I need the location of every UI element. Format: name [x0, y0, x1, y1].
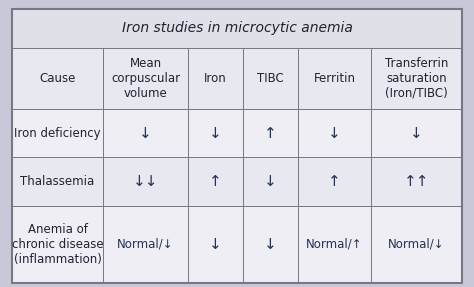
Bar [188, 48, 243, 109]
Bar [12, 157, 103, 206]
Text: Normal/↓: Normal/↓ [117, 238, 174, 251]
Text: ↑: ↑ [209, 174, 222, 189]
Text: Normal/↓: Normal/↓ [388, 238, 445, 251]
Text: ↓: ↓ [328, 126, 341, 141]
Bar [12, 48, 103, 109]
Text: Transferrin
saturation
(Iron/TIBC): Transferrin saturation (Iron/TIBC) [385, 57, 448, 100]
Text: ↑: ↑ [264, 126, 277, 141]
Bar [371, 206, 462, 283]
Bar [103, 206, 188, 283]
Text: Anemia of
chronic disease
(inflammation): Anemia of chronic disease (inflammation) [12, 223, 103, 266]
Text: TIBC: TIBC [257, 72, 284, 85]
Bar [103, 109, 188, 157]
Bar [243, 157, 299, 206]
Text: ↓: ↓ [410, 126, 423, 141]
Text: ↓: ↓ [209, 126, 222, 141]
Bar [103, 157, 188, 206]
Text: ↓↓: ↓↓ [133, 174, 158, 189]
Bar [243, 109, 299, 157]
Bar [188, 206, 243, 283]
Text: Ferritin: Ferritin [313, 72, 356, 85]
Bar [299, 48, 371, 109]
Text: ↓: ↓ [139, 126, 152, 141]
Text: Cause: Cause [39, 72, 76, 85]
Text: Iron: Iron [204, 72, 227, 85]
Text: Iron deficiency: Iron deficiency [14, 127, 101, 139]
Text: Mean
corpuscular
volume: Mean corpuscular volume [111, 57, 180, 100]
Bar [299, 157, 371, 206]
Text: ↑↑: ↑↑ [404, 174, 429, 189]
Bar [371, 157, 462, 206]
Text: Iron studies in microcytic anemia: Iron studies in microcytic anemia [121, 21, 353, 35]
Bar [103, 48, 188, 109]
Bar [371, 48, 462, 109]
Bar [188, 157, 243, 206]
Text: ↓: ↓ [209, 237, 222, 252]
Bar [299, 206, 371, 283]
Text: Thalassemia: Thalassemia [20, 175, 95, 188]
Text: ↑: ↑ [328, 174, 341, 189]
Bar [371, 109, 462, 157]
Bar [243, 206, 299, 283]
Text: Normal/↑: Normal/↑ [306, 238, 363, 251]
Bar [188, 109, 243, 157]
Bar [12, 206, 103, 283]
Text: ↓: ↓ [264, 174, 277, 189]
Text: ↓: ↓ [264, 237, 277, 252]
Bar [299, 109, 371, 157]
Bar [12, 109, 103, 157]
Bar [12, 9, 462, 48]
Bar [243, 48, 299, 109]
